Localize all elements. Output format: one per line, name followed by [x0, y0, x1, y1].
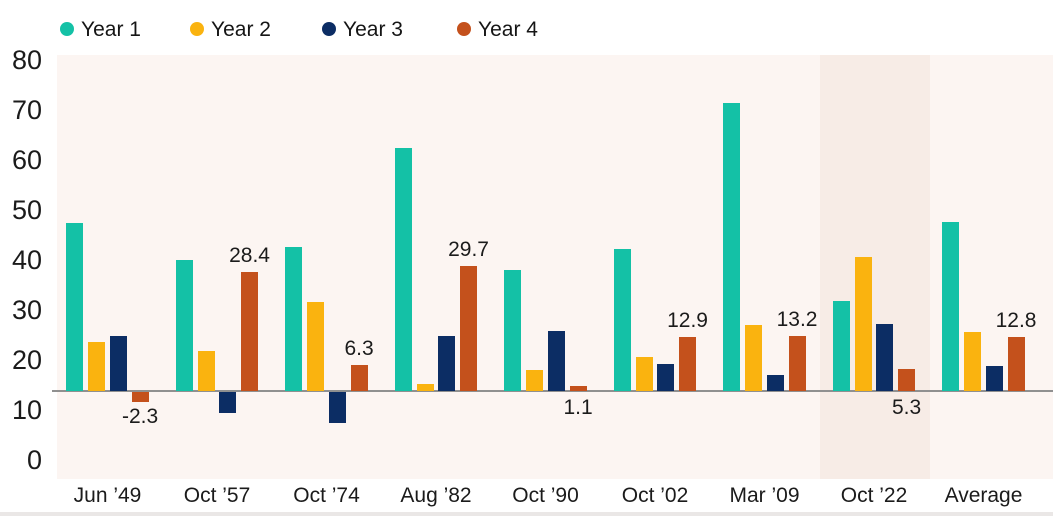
bar-year-3-oct-02: [657, 363, 675, 391]
bar-year-3-mar-09: [766, 374, 784, 391]
bar-year-1-oct-90: [504, 269, 522, 391]
legend-item-year-4: Year 4: [457, 16, 538, 44]
y-tick-label-0: 0: [26, 445, 42, 475]
y-tick-label-80: 80: [11, 45, 42, 75]
y-tick-label-40: 40: [11, 245, 42, 275]
bar-year-2-oct-57: [197, 350, 215, 391]
legend-swatch-year-2-icon: [190, 21, 204, 36]
data-label-year-4-oct-57: 28.4: [229, 243, 270, 267]
bottom-border: [0, 512, 1053, 516]
bar-year-2-average: [964, 331, 982, 391]
bar-year-3-jun-49: [109, 336, 127, 391]
legend-label-year-3: Year 3: [343, 18, 403, 41]
legend-label-year-2: Year 2: [211, 18, 271, 41]
bar-year-3-aug-82: [438, 336, 456, 391]
data-label-year-4-oct-90: 1.1: [563, 396, 593, 419]
bar-year-4-mar-09: [788, 335, 806, 391]
data-label-year-4-oct-22: 5.3: [891, 396, 922, 419]
legend-label-year-4: Year 4: [478, 18, 538, 41]
bar-year-2-oct-90: [526, 369, 544, 391]
bar-year-4-aug-82: [460, 266, 478, 391]
bar-year-1-oct-74: [285, 246, 303, 391]
bar-year-1-aug-82: [394, 147, 412, 391]
bar-year-2-oct-74: [307, 301, 325, 391]
bar-year-3-oct-22: [876, 323, 894, 391]
bar-year-1-average: [942, 222, 960, 391]
bar-year-2-jun-49: [88, 341, 106, 391]
bar-year-3-oct-57: [219, 392, 237, 413]
y-tick-label-20: 20: [11, 345, 42, 375]
bar-year-4-oct-74: [350, 364, 368, 391]
category-label-oct-57: Oct ’57: [183, 484, 251, 507]
data-label-year-4-oct-02: 12.9: [667, 308, 708, 332]
category-label-average: Average: [944, 484, 1023, 507]
bar-year-1-oct-57: [175, 259, 193, 391]
bar-year-1-jun-49: [66, 223, 84, 391]
category-label-oct-02: Oct ’02: [621, 484, 689, 507]
bar-year-2-oct-22: [854, 257, 872, 391]
category-label-oct-74: Oct ’74: [293, 484, 360, 507]
y-tick-label-30: 30: [11, 295, 42, 325]
bar-year-2-mar-09: [745, 325, 763, 391]
legend-label-year-1: Year 1: [81, 18, 141, 41]
legend-swatch-year-3-icon: [322, 21, 336, 36]
data-label-year-4-jun-49: -2.3: [121, 404, 159, 428]
y-tick-label-70: 70: [11, 95, 42, 125]
x-axis-zero-line: [52, 390, 1053, 392]
bar-year-4-oct-90: [569, 386, 587, 391]
bar-year-3-oct-90: [547, 330, 565, 391]
data-label-year-4-average: 12.8: [995, 309, 1037, 333]
category-label-jun-49: Jun ’49: [73, 484, 142, 507]
category-label-mar-09: Mar ’09: [729, 484, 800, 507]
bar-year-3-average: [985, 366, 1003, 391]
bar-year-4-jun-49: [131, 392, 149, 402]
category-label-oct-90: Oct ’90: [512, 484, 579, 507]
y-tick-label-60: 60: [11, 145, 42, 175]
bar-year-2-aug-82: [416, 383, 434, 391]
bar-year-1-oct-22: [832, 301, 850, 391]
category-label-oct-22: Oct ’22: [840, 484, 908, 507]
data-label-year-4-mar-09: 13.2: [776, 307, 818, 331]
legend-swatch-year-1-icon: [60, 21, 74, 36]
data-label-year-4-aug-82: 29.7: [448, 238, 489, 262]
legend-item-year-1: Year 1: [60, 16, 141, 44]
bar-year-4-oct-57: [241, 271, 259, 391]
bar-year-3-oct-74: [328, 392, 346, 424]
legend-swatch-year-4-icon: [457, 21, 471, 36]
bar-year-4-oct-02: [679, 336, 697, 391]
data-label-year-4-oct-74: 6.3: [344, 336, 374, 360]
bar-year-2-oct-02: [635, 357, 653, 391]
category-label-aug-82: Aug ’82: [400, 484, 472, 507]
legend-item-year-2: Year 2: [190, 16, 271, 44]
bar-year-1-mar-09: [723, 102, 741, 391]
y-tick-label-10: 10: [11, 395, 42, 425]
highlight-band-oct-22: [820, 55, 930, 479]
legend-item-year-3: Year 3: [322, 16, 403, 44]
bar-year-1-oct-02: [613, 249, 631, 391]
bar-year-4-average: [1007, 337, 1025, 391]
y-tick-label-50: 50: [11, 195, 42, 225]
bar-year-4-oct-22: [898, 368, 916, 391]
